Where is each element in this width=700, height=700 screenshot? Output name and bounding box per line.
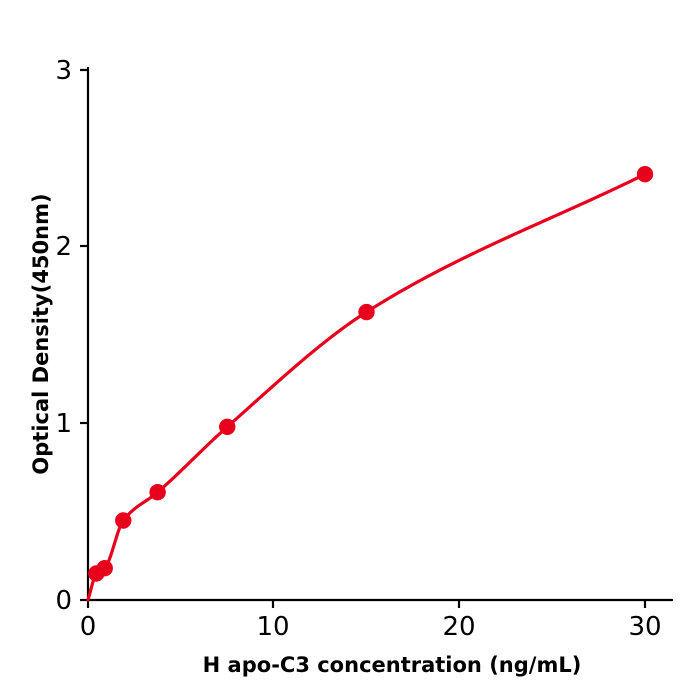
data-point xyxy=(149,484,166,501)
data-point xyxy=(96,560,113,577)
x-axis-ticks xyxy=(86,600,647,608)
y-tick-label-2: 2 xyxy=(55,232,72,262)
fit-curve xyxy=(86,172,647,602)
y-tick-label-0: 0 xyxy=(55,586,72,616)
x-tick-label-20: 20 xyxy=(442,612,475,642)
x-tick-label-0: 0 xyxy=(80,612,97,642)
data-point xyxy=(219,418,236,436)
x-axis-tick-labels: 0 10 20 30 xyxy=(80,612,662,642)
y-axis-ticks xyxy=(80,68,88,602)
data-point xyxy=(115,512,132,529)
y-axis-title: Optical Density(450nm) xyxy=(29,193,53,474)
data-point xyxy=(358,303,375,321)
y-tick-label-3: 3 xyxy=(55,56,72,86)
data-points-group xyxy=(88,166,654,582)
y-tick-label-1: 1 xyxy=(55,409,72,439)
x-tick-label-30: 30 xyxy=(628,612,661,642)
data-point xyxy=(636,166,654,183)
x-axis-title: H apo-C3 concentration (ng/mL) xyxy=(203,653,582,677)
x-tick-label-10: 10 xyxy=(256,612,289,642)
y-axis-tick-labels: 0 1 2 3 xyxy=(55,56,72,616)
